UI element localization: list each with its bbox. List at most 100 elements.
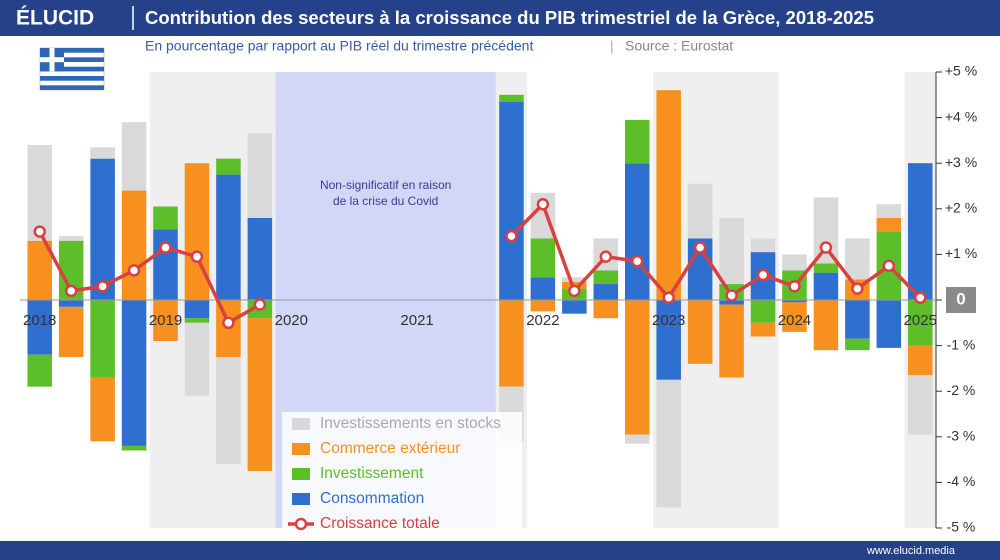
x-tick-label: 2020 — [275, 312, 308, 329]
bar-segment — [593, 300, 619, 319]
bar-segment — [90, 158, 115, 300]
zero-label-box — [946, 287, 976, 313]
total-marker — [64, 284, 78, 298]
x-tick-label: 2024 — [778, 312, 811, 329]
bar-segment — [184, 300, 210, 319]
bar-segment — [530, 277, 556, 300]
y-tick-label: -3 % — [947, 428, 976, 444]
total-marker — [536, 197, 550, 211]
bar-segment — [562, 277, 587, 282]
bar-segment — [876, 217, 902, 232]
source: Source : Eurostat — [625, 38, 733, 54]
subtitle: En pourcentage par rapport au PIB réel d… — [145, 38, 533, 54]
bar-segment — [184, 163, 210, 300]
bar-segment — [58, 236, 84, 241]
total-marker — [599, 250, 613, 263]
bar-segment — [813, 263, 839, 273]
bar-segment — [624, 163, 650, 300]
bar-segment — [530, 238, 556, 278]
bar-segment — [876, 300, 902, 348]
bar-segment — [153, 206, 178, 230]
bar-segment — [184, 322, 210, 396]
total-marker — [725, 289, 738, 302]
bar-segment — [687, 183, 713, 239]
y-tick-label: +5 % — [945, 63, 977, 79]
bar-segment — [499, 94, 524, 102]
bar-segment — [656, 90, 681, 301]
total-marker — [693, 241, 707, 254]
total-marker — [851, 282, 864, 295]
bar-segment — [247, 133, 273, 218]
bar-segment — [719, 217, 744, 285]
x-tick-label: 2018 — [23, 312, 56, 329]
header-band — [0, 0, 1000, 36]
y-tick-label: -5 % — [947, 519, 976, 535]
bar-segment — [624, 119, 650, 164]
x-tick-label: 2023 — [652, 312, 685, 329]
bar-segment — [184, 318, 210, 323]
x-tick-label: 2021 — [400, 312, 433, 329]
legend-label: Consommation — [320, 490, 424, 507]
bar-segment — [247, 217, 273, 300]
total-marker — [788, 280, 801, 293]
bar-segment — [750, 238, 776, 253]
bar-segment — [719, 300, 744, 305]
bar-segment — [782, 300, 807, 303]
bar-segment — [562, 300, 587, 314]
footer-band — [0, 541, 1000, 560]
legend-label: Croissance totale — [320, 515, 440, 532]
y-tick-label: +1 % — [945, 245, 977, 261]
greek-flag — [39, 47, 105, 91]
bar-segment — [216, 357, 241, 465]
bar-segment — [782, 302, 807, 332]
bar-segment — [908, 375, 933, 435]
bar-segment — [908, 163, 933, 300]
annotation: de la crise du Covid — [333, 194, 438, 208]
bar-segment — [845, 300, 870, 339]
y-tick-label: 0 — [956, 289, 965, 308]
bar-segment — [845, 238, 870, 280]
total-marker — [662, 291, 675, 304]
bar-segment — [216, 174, 241, 300]
y-tick-label: +2 % — [945, 200, 977, 216]
bar-segment — [593, 284, 619, 300]
chart-title: Contribution des secteurs à la croissanc… — [145, 7, 874, 28]
bar-segment — [719, 304, 744, 378]
bar-segment — [90, 377, 115, 442]
bar-segment — [813, 272, 839, 300]
total-marker — [159, 241, 172, 254]
bar-segment — [499, 300, 524, 387]
brand: ÉLUCID — [16, 7, 94, 30]
bar-segment — [27, 354, 52, 387]
legend-label: Commerce extérieur — [320, 440, 460, 457]
x-tick-label: 2022 — [526, 312, 559, 329]
total-marker — [505, 229, 518, 243]
bar-segment — [153, 300, 178, 342]
bar-segment — [121, 300, 147, 446]
bar-segment — [813, 300, 839, 351]
plot-area: Non-significatif en raison de la crise du… — [20, 63, 977, 536]
y-tick-label: -1 % — [947, 336, 976, 352]
bar-segment — [121, 190, 147, 300]
bar-segment — [908, 300, 933, 346]
legend-label: Investissements en stocks — [320, 415, 501, 432]
x-tick-label: 2025 — [904, 312, 937, 329]
separator: | — [610, 38, 614, 54]
bar-segment — [750, 300, 776, 323]
y-tick-label: -2 % — [947, 382, 976, 398]
bar-segment — [656, 300, 681, 380]
total-marker — [630, 254, 644, 268]
bar-segment — [153, 229, 178, 300]
legend-swatch — [292, 493, 310, 505]
legend-label: Investissement — [320, 465, 424, 482]
bar-segment — [750, 322, 776, 337]
annotation: Non-significatif en raison — [320, 178, 451, 192]
total-marker — [756, 268, 770, 282]
bar-segment — [499, 101, 524, 300]
bar-segment — [782, 254, 807, 271]
x-tick-label: 2019 — [149, 312, 182, 329]
total-marker — [819, 241, 833, 254]
total-marker — [222, 316, 235, 330]
y-tick-label: +4 % — [945, 108, 977, 124]
